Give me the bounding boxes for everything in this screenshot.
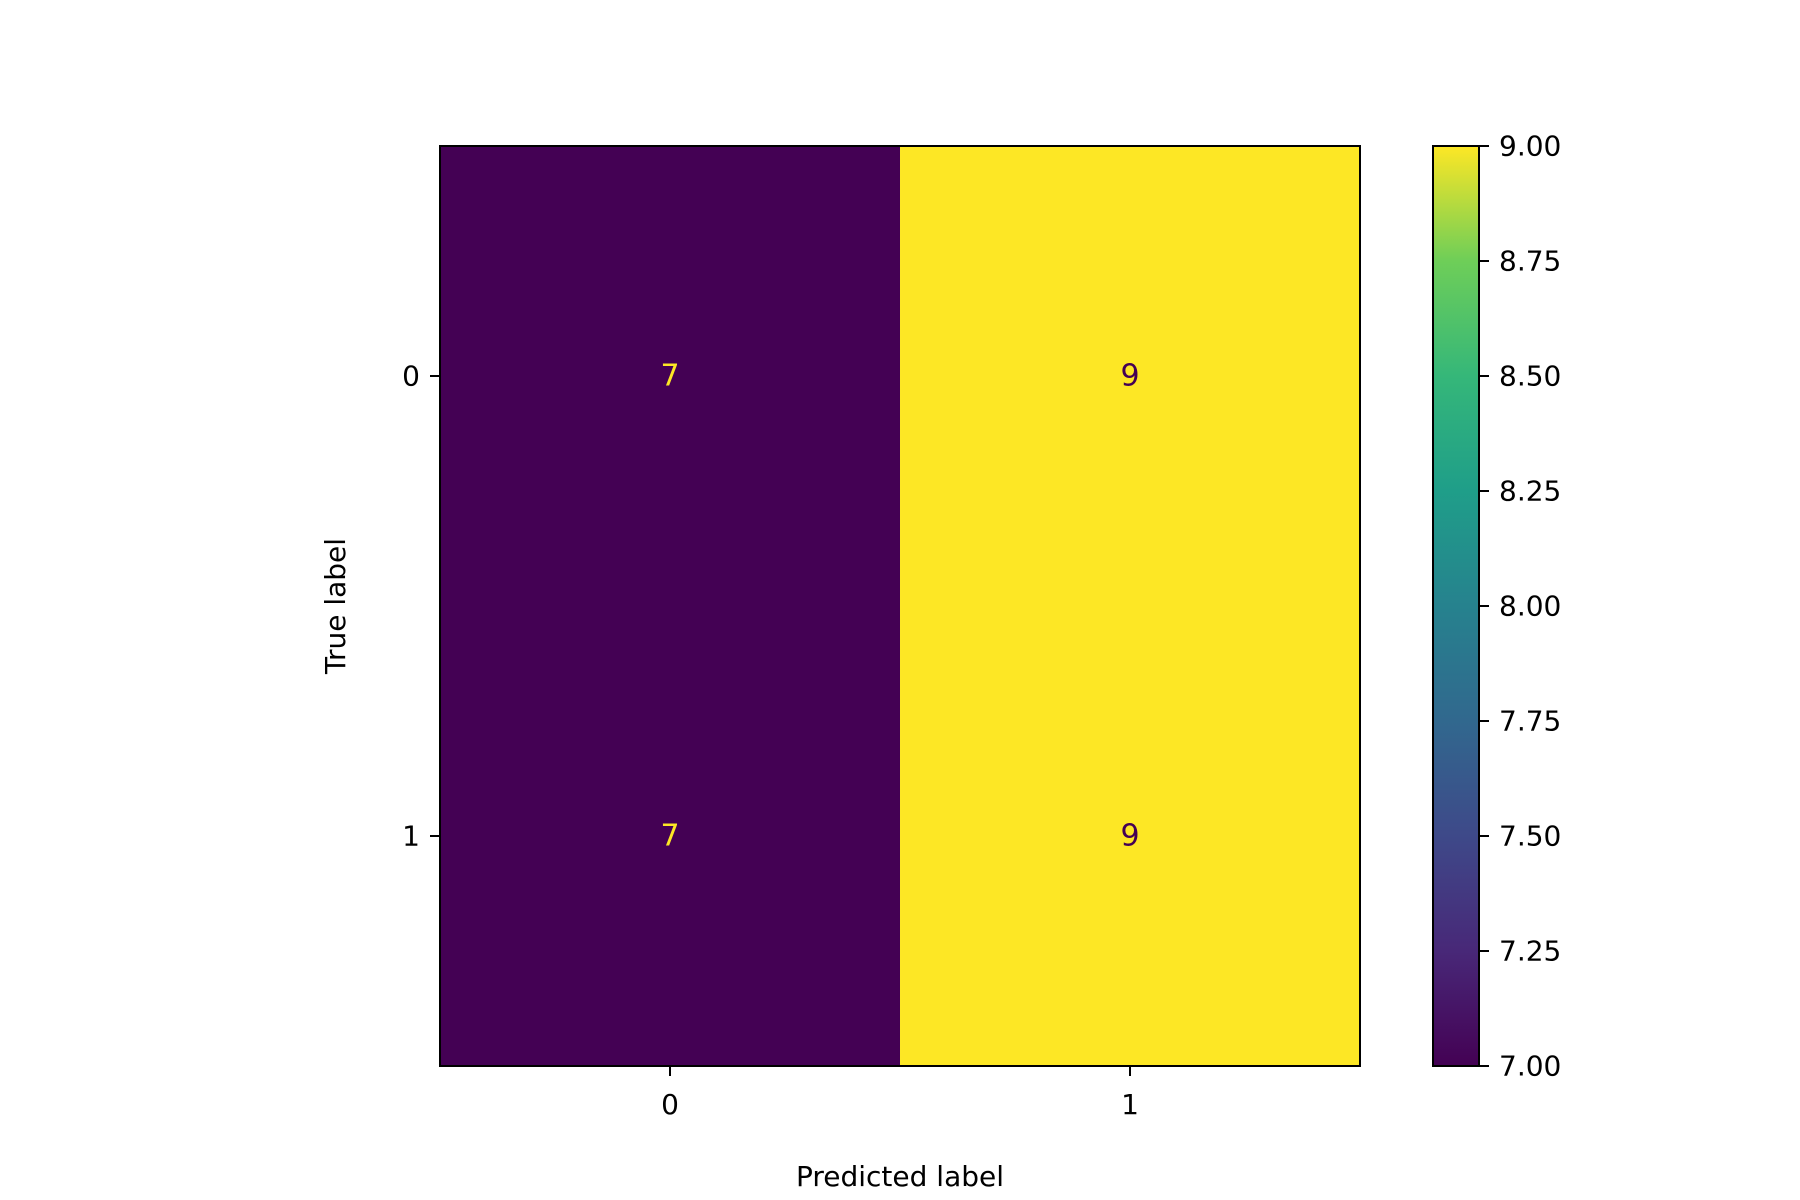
cell-value-label: 7 xyxy=(660,359,679,394)
cell-value-labels: 7 9 7 9 xyxy=(660,359,1139,854)
colorbar-tick-label: 7.75 xyxy=(1499,705,1561,738)
heatmap-cell-r0-c0 xyxy=(440,146,900,606)
heatmap-cell-r1-c0 xyxy=(440,606,900,1066)
y-tick-label: 0 xyxy=(402,360,420,393)
colorbar-gradient xyxy=(1433,146,1479,1066)
x-axis-label: Predicted label xyxy=(796,1160,1004,1193)
heatmap-cells xyxy=(440,146,1360,1066)
colorbar-tick-label: 8.25 xyxy=(1499,475,1561,508)
colorbar-tick-label: 8.75 xyxy=(1499,245,1561,278)
x-tick-label: 1 xyxy=(1121,1088,1139,1121)
heatmap-cell-r1-c1 xyxy=(900,606,1360,1066)
colorbar-tick-label: 9.00 xyxy=(1499,130,1561,163)
cell-value-label: 9 xyxy=(1120,819,1139,854)
cell-value-label: 9 xyxy=(1120,359,1139,394)
y-axis-ticks: 01 xyxy=(402,360,440,853)
colorbar-tick-label: 7.00 xyxy=(1499,1050,1561,1083)
axes-frame xyxy=(439,145,1361,1067)
cell-value-label: 7 xyxy=(660,819,679,854)
heatmap-cell-r0-c1 xyxy=(900,146,1360,606)
colorbar-tick-label: 8.50 xyxy=(1499,360,1561,393)
y-axis-label: True label xyxy=(319,538,352,675)
colorbar-tick-label: 7.50 xyxy=(1499,820,1561,853)
x-tick-label: 0 xyxy=(661,1088,679,1121)
y-tick-label: 1 xyxy=(402,820,420,853)
colorbar-ticks: 7.00 7.25 7.50 7.75 8.00 8.25 8.50 8.75 9.00 xyxy=(1479,130,1561,1083)
colorbar-tick-label: 7.25 xyxy=(1499,935,1561,968)
colorbar-tick-label: 8.00 xyxy=(1499,590,1561,623)
